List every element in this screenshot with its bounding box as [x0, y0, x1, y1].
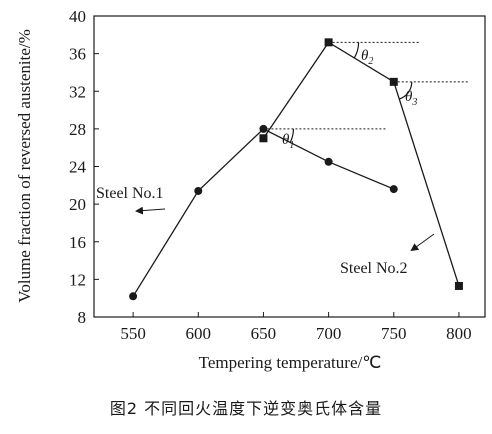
plot-frame [93, 15, 486, 318]
y-tick-label: 8 [78, 308, 87, 327]
data-point-steel-2 [324, 38, 333, 47]
data-point-steel-1 [194, 186, 203, 195]
steel-2-leader-arrow [410, 233, 435, 252]
x-axis-title: Tempering temperature/℃ [199, 353, 382, 372]
steel-1-leader-arrow [135, 206, 166, 215]
data-point-steel-1 [324, 157, 333, 166]
theta-2-subscript: 2 [368, 56, 373, 67]
y-axis-title: Volume fraction of reversed austenite/% [15, 29, 34, 302]
series-line-2 [262, 41, 460, 287]
theta-3-label: θ3 [405, 89, 417, 108]
y-tick-label: 28 [69, 120, 86, 139]
data-point-steel-2 [454, 281, 463, 290]
theta-2-symbol: θ [361, 48, 369, 64]
theta-2-label: θ2 [361, 48, 373, 67]
y-tick-label: 16 [69, 233, 86, 252]
y-tick-label: 20 [69, 195, 86, 214]
x-tick-label: 650 [251, 324, 277, 343]
figure-caption: 图2 不同回火温度下逆变奥氏体含量 [110, 399, 382, 418]
data-point-steel-1 [389, 185, 398, 194]
theta-2-arc [353, 42, 360, 59]
theta-3-subscript: 3 [411, 97, 417, 108]
theta-1-symbol: θ [282, 132, 290, 148]
y-tick-label: 40 [69, 7, 86, 26]
data-point-steel-2 [259, 134, 268, 143]
series-label-steel-1: Steel No.1 [96, 185, 164, 202]
y-tick-label: 32 [69, 82, 86, 101]
x-tick-label: 550 [120, 324, 146, 343]
theta-1-label: θ1 [282, 132, 294, 151]
x-tick-label: 750 [381, 324, 407, 343]
theta-1-subscript: 1 [289, 140, 294, 151]
x-tick-label: 800 [446, 324, 472, 343]
y-tick-label: 36 [69, 45, 86, 64]
y-tick-label: 12 [69, 270, 86, 289]
theta-3-arc [399, 81, 413, 100]
x-tick-label: 600 [186, 324, 212, 343]
theta-3-symbol: θ [405, 89, 413, 105]
data-point-steel-2 [389, 77, 398, 86]
series-label-steel-2: Steel No.2 [340, 260, 408, 277]
data-point-steel-1 [129, 292, 138, 301]
x-tick-label: 700 [316, 324, 342, 343]
data-point-steel-1 [259, 124, 268, 133]
y-tick-label: 24 [69, 158, 87, 177]
